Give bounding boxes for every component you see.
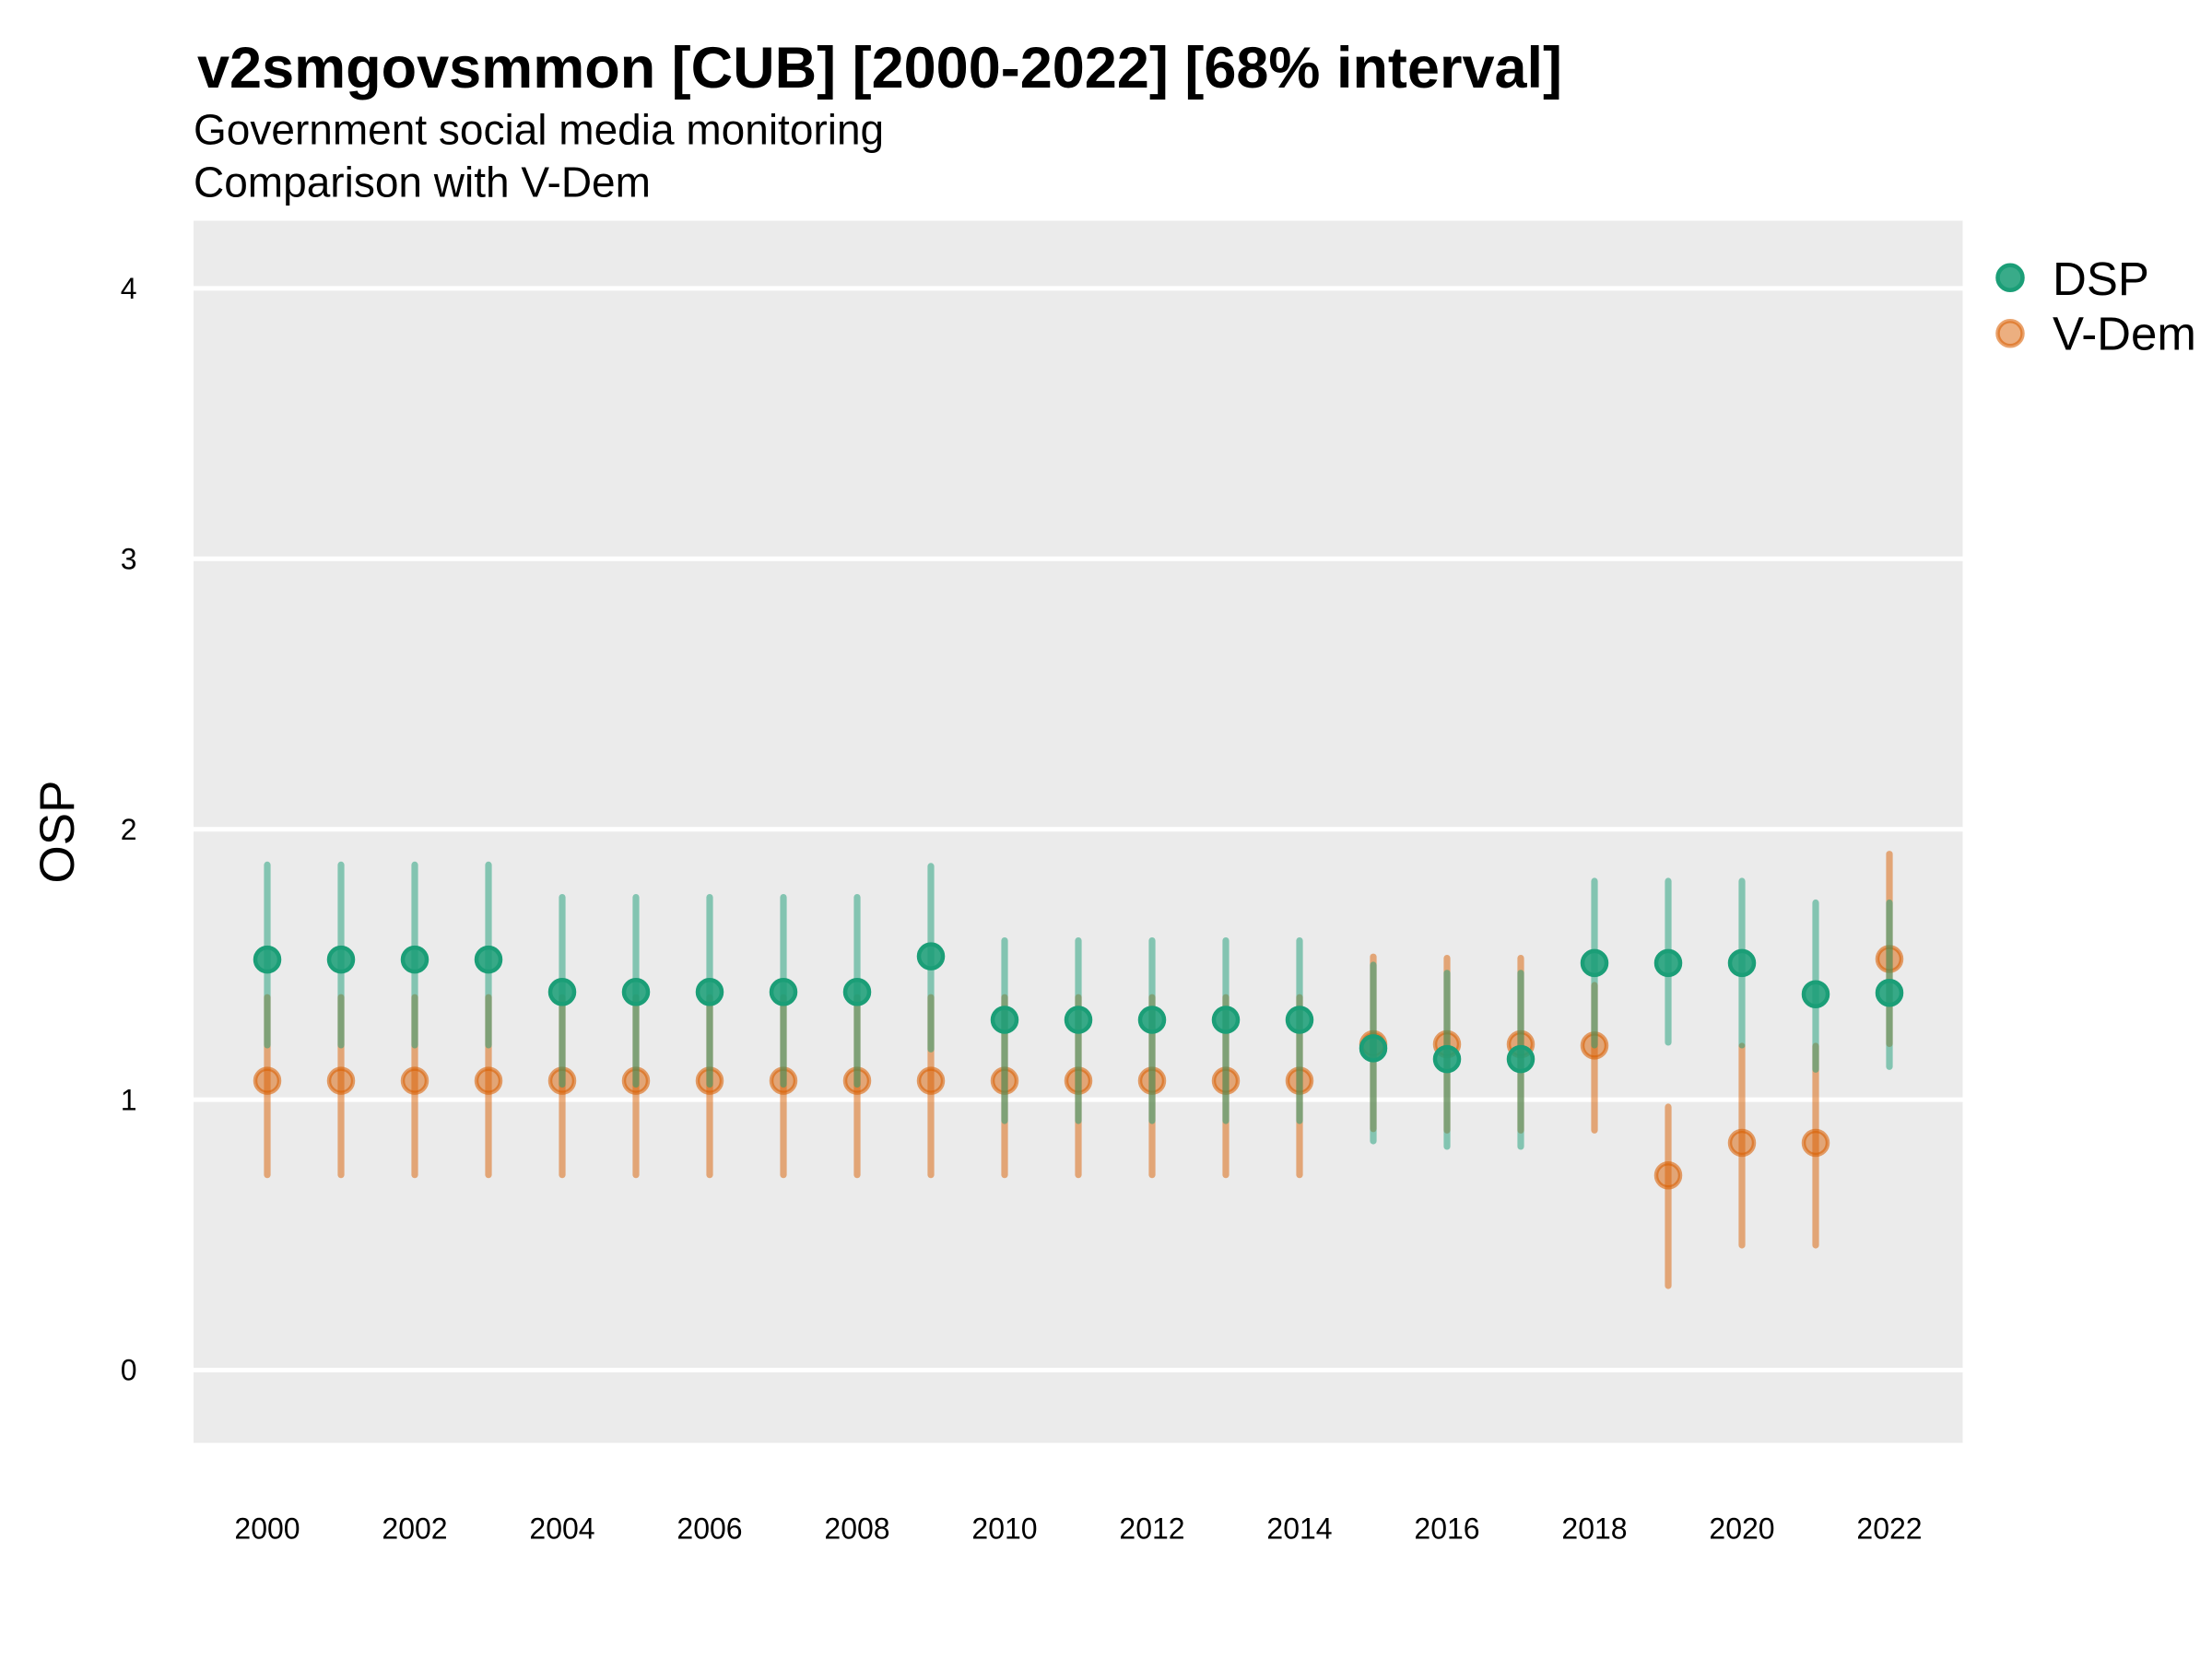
svg-text:2002: 2002 <box>382 1512 447 1545</box>
svg-text:2020: 2020 <box>1709 1512 1774 1545</box>
svg-text:V-Dem: V-Dem <box>2053 308 2196 360</box>
svg-text:1: 1 <box>121 1083 137 1116</box>
svg-text:2: 2 <box>121 813 137 846</box>
svg-text:2006: 2006 <box>677 1512 742 1545</box>
svg-text:4: 4 <box>121 272 137 305</box>
svg-text:2000: 2000 <box>234 1512 300 1545</box>
svg-text:Comparison with V-Dem: Comparison with V-Dem <box>194 159 651 206</box>
svg-text:3: 3 <box>121 543 137 576</box>
svg-text:2010: 2010 <box>971 1512 1037 1545</box>
svg-text:2004: 2004 <box>529 1512 594 1545</box>
svg-text:v2smgovsmmon [CUB] [2000-2022]: v2smgovsmmon [CUB] [2000-2022] [68% inte… <box>197 36 1562 100</box>
svg-text:2014: 2014 <box>1266 1512 1332 1545</box>
svg-text:2012: 2012 <box>1119 1512 1184 1545</box>
svg-text:2022: 2022 <box>1856 1512 1922 1545</box>
svg-text:Government social media monito: Government social media monitoring <box>194 106 884 154</box>
svg-text:2018: 2018 <box>1561 1512 1627 1545</box>
svg-text:DSP: DSP <box>2053 253 2149 305</box>
svg-text:2008: 2008 <box>824 1512 889 1545</box>
svg-text:2016: 2016 <box>1414 1512 1479 1545</box>
svg-text:OSP: OSP <box>30 781 85 884</box>
svg-text:0: 0 <box>121 1354 137 1387</box>
